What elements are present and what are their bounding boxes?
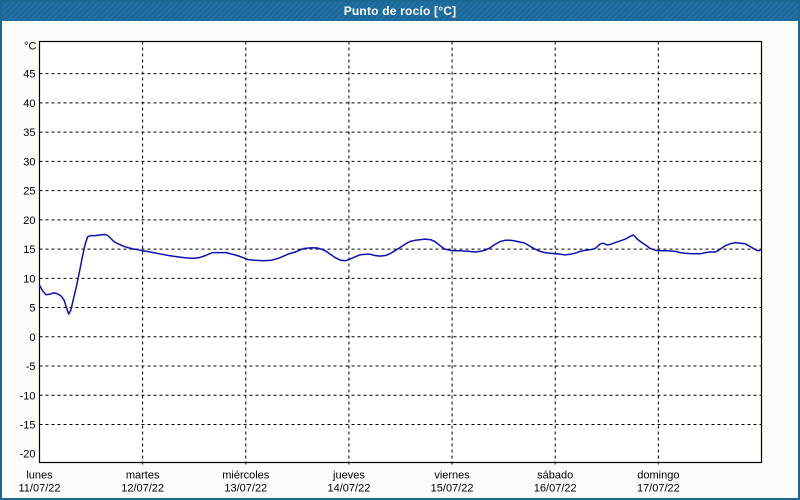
x-tick-day-label: martes [126, 470, 160, 482]
y-tick-label: -20 [20, 449, 36, 461]
y-tick-label: 25 [23, 186, 35, 198]
y-tick-label: 10 [23, 273, 35, 285]
dew-point-line [38, 233, 763, 315]
x-tick-day-label: lunes [26, 470, 53, 482]
y-tick-label: 0 [29, 332, 35, 344]
y-tick-label: 20 [23, 215, 35, 227]
dew-point-chart: 45 40 35 30 25 20 15 10 5 0 -5 -10 -15 -20 °C lunes11/0… [18, 40, 763, 495]
x-tick-day-label: jueves [332, 470, 365, 482]
x-tick-day-label: miércoles [222, 470, 270, 482]
x-tick-date-label: 15/07/22 [431, 483, 474, 495]
y-tick-label: 5 [29, 303, 35, 315]
y-tick-label: -15 [20, 419, 36, 431]
x-tick-date-label: 13/07/22 [224, 483, 267, 495]
y-tick-label: -5 [26, 361, 36, 373]
y-axis-unit-label: °C [24, 41, 36, 53]
x-tick-date-label: 11/07/22 [18, 483, 60, 495]
plot-border [38, 40, 763, 464]
y-tick-label: 35 [23, 127, 35, 139]
x-tick-date-label: 12/07/22 [121, 483, 164, 495]
y-tick-label: 30 [23, 156, 35, 168]
window-titlebar: Punto de rocío [°C] [2, 2, 798, 21]
x-tick-day-label: viernes [434, 470, 470, 482]
x-tick-date-label: 16/07/22 [534, 483, 577, 495]
x-tick-day-label: domingo [637, 470, 679, 482]
y-tick-label: -10 [20, 390, 36, 402]
y-tick-label: 15 [23, 244, 35, 256]
y-tick-label: 45 [23, 69, 35, 81]
plot-area [39, 41, 762, 463]
x-tick-day-label: sábado [537, 470, 573, 482]
x-tick-date-label: 14/07/22 [328, 483, 371, 495]
y-tick-label: 40 [23, 98, 35, 110]
x-tick-date-label: 17/07/22 [637, 483, 680, 495]
chart-title: Punto de rocío [°C] [343, 4, 457, 18]
